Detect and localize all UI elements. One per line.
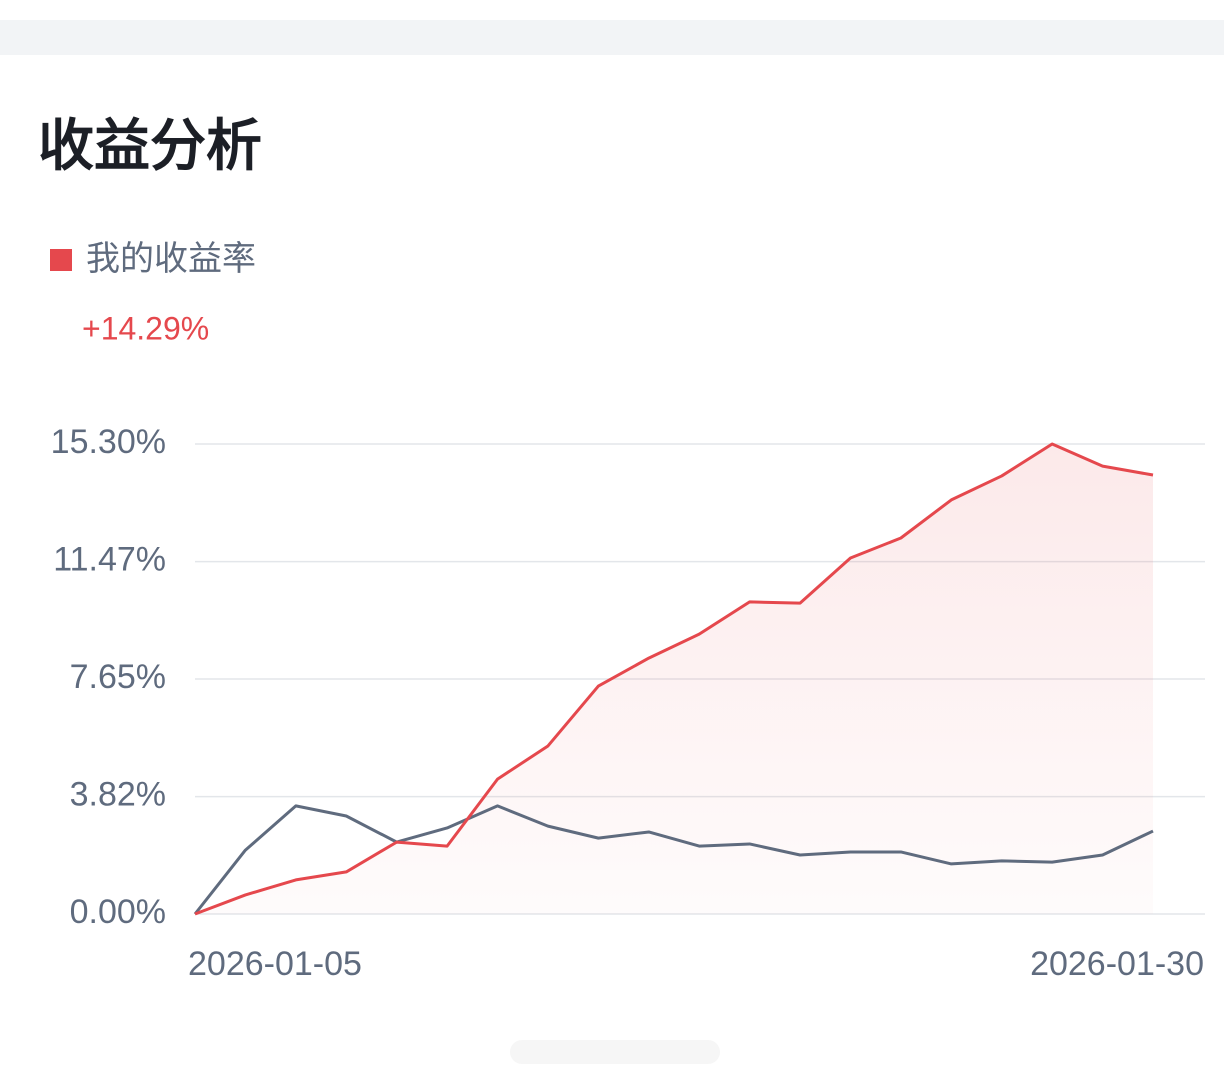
x-tick-label: 2026-01-05 [188, 945, 362, 983]
top-bar [0, 20, 1224, 55]
y-tick-label: 3.82% [70, 776, 166, 814]
line [193, 804, 1154, 915]
chart-title: 收益分析 [38, 114, 262, 177]
legend-swatch [50, 249, 72, 271]
y-tick-label: 0.00% [70, 893, 166, 931]
line [194, 442, 1154, 916]
annotation: +14.29% [82, 310, 209, 346]
y-tick-label: 7.65% [70, 658, 166, 696]
area [195, 444, 1153, 914]
y-tick-label: 11.47% [53, 541, 166, 579]
y-tick-label: 15.30% [51, 423, 166, 461]
scroll-indicator [510, 1040, 720, 1064]
legend-label: 我的收益率 [86, 240, 256, 278]
x-tick-label: 2026-01-30 [1030, 945, 1204, 983]
